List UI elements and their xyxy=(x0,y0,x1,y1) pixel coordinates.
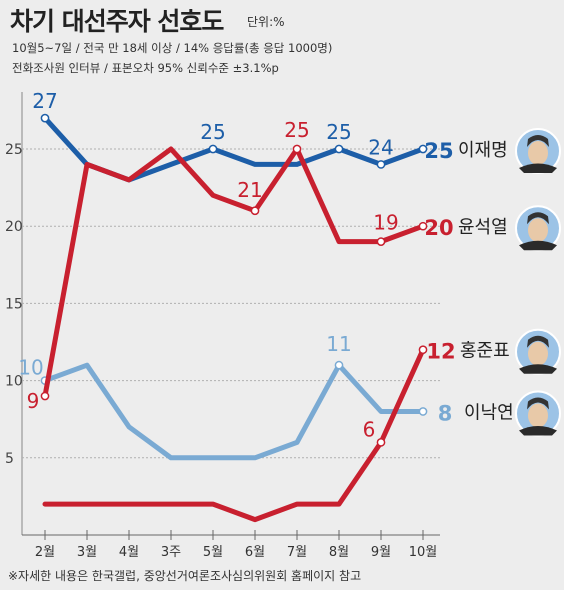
survey-info-line2: 전화조사원 인터뷰 / 표본오차 95% 신뢰수준 ±3.1%p xyxy=(12,61,279,75)
portrait-suit-lee-ny xyxy=(519,425,557,436)
data-label-lee-jm-0: 27 xyxy=(32,89,57,113)
series-line-hong-jp xyxy=(42,347,426,523)
end-value-lee-ny: 8 xyxy=(438,401,453,425)
portrait-hair-yoon-sy xyxy=(527,212,549,225)
series-name-yoon-sy: 윤석열 xyxy=(458,217,508,238)
series-name-lee-jm: 이재명 xyxy=(458,140,508,161)
portrait-hair-lee-jm xyxy=(527,135,549,147)
line-chart: 5 10 15 20 25 2월 3월 4월 3주 5월 6월 7월 8월 9월 10월 10 11 8 이낙연 6 1… xyxy=(5,89,561,560)
series-line-lee-ny xyxy=(42,362,426,461)
data-point-yoon-sy-8 xyxy=(376,237,386,246)
data-label-lee-jm-4: 25 xyxy=(200,120,225,144)
y-tick-label-20: 20 xyxy=(5,219,23,235)
x-tick-label-0: 2월 xyxy=(35,545,55,560)
series-line-yoon-sy xyxy=(42,146,426,399)
x-tick-label-4: 5월 xyxy=(203,545,223,560)
y-tick-label-5: 5 xyxy=(5,451,14,467)
portrait-face-lee-jm xyxy=(528,141,548,165)
data-point-yoon-sy-5 xyxy=(250,206,260,216)
data-point-yoon-sy-0 xyxy=(40,391,50,401)
data-point-lee-jm-0 xyxy=(40,113,50,123)
chart-title: 차기 대선주자 선호도 xyxy=(10,7,224,36)
data-point-lee-jm-9 xyxy=(418,144,428,154)
unit-label: 단위:% xyxy=(247,15,285,29)
y-tick-label-15: 15 xyxy=(5,296,23,312)
x-tick-label-1: 3월 xyxy=(77,545,97,560)
series-name-hong-jp: 홍준표 xyxy=(460,341,510,362)
portrait-hair-lee-ny xyxy=(527,397,549,410)
end-value-hong-jp: 12 xyxy=(426,340,455,364)
portrait-face-hong-jp xyxy=(528,341,548,366)
x-tick-label-9: 10월 xyxy=(409,545,438,560)
x-tick-label-2: 4월 xyxy=(119,545,139,560)
data-point-lee-jm-7 xyxy=(334,144,344,154)
data-label-lee-jm-8: 24 xyxy=(368,135,393,159)
portrait-hair-hong-jp xyxy=(527,335,549,348)
data-label-hong-jp-8: 6 xyxy=(363,417,376,441)
portrait-face-yoon-sy xyxy=(528,218,548,243)
x-tick-label-6: 7월 xyxy=(287,545,307,560)
survey-info-line1: 10월5~7일 / 전국 만 18세 이상 / 14% 응답률(총 응답 100… xyxy=(12,41,333,55)
x-tick-label-5: 6월 xyxy=(245,545,265,560)
data-point-lee-ny-7 xyxy=(334,360,344,370)
data-label-lee-jm-7: 25 xyxy=(326,120,351,144)
data-point-yoon-sy-9 xyxy=(418,221,428,231)
x-tick-label-3: 3주 xyxy=(161,545,181,560)
series-name-lee-ny: 이낙연 xyxy=(464,402,514,423)
x-tick-label-7: 8월 xyxy=(329,545,349,560)
data-point-lee-jm-4 xyxy=(208,144,218,154)
end-value-yoon-sy: 20 xyxy=(424,216,453,240)
data-label-yoon-sy-6: 25 xyxy=(284,118,309,142)
footer-note: ※자세한 내용은 한국갤럽, 중앙선거여론조사심의위원회 홈페이지 참고 xyxy=(8,569,362,583)
data-label-lee-ny-7: 11 xyxy=(326,332,351,356)
data-label-lee-ny-0: 10 xyxy=(18,356,43,380)
x-tick-label-8: 9월 xyxy=(371,545,391,560)
portrait-suit-hong-jp xyxy=(519,364,557,374)
data-point-lee-ny-9 xyxy=(418,407,428,416)
data-label-yoon-sy-0: 9 xyxy=(27,389,40,413)
y-tick-label-10: 10 xyxy=(5,374,23,390)
portrait-suit-yoon-sy xyxy=(519,240,557,251)
data-label-yoon-sy-5: 21 xyxy=(237,178,262,202)
y-tick-label-25: 25 xyxy=(5,142,23,158)
data-label-yoon-sy-8: 19 xyxy=(373,211,398,235)
end-value-lee-jm: 25 xyxy=(424,139,453,163)
data-point-lee-jm-8 xyxy=(376,160,386,169)
data-point-yoon-sy-6 xyxy=(292,144,302,154)
data-point-hong-jp-9 xyxy=(418,345,428,355)
data-point-hong-jp-8 xyxy=(376,438,386,447)
portrait-face-lee-ny xyxy=(528,403,548,428)
portrait-suit-lee-jm xyxy=(519,163,557,173)
